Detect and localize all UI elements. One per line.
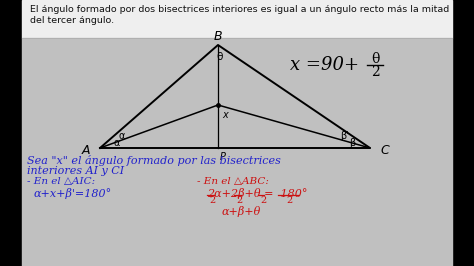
Text: 2α+2β+θ =  180°: 2α+2β+θ = 180° <box>207 188 308 199</box>
Text: El ángulo formado por dos bisectrices interiores es igual a un ángulo recto más : El ángulo formado por dos bisectrices in… <box>30 5 449 14</box>
Text: 2: 2 <box>286 196 292 205</box>
Text: β': β' <box>341 131 349 141</box>
Text: - En el △ABC:: - En el △ABC: <box>197 177 269 186</box>
Bar <box>452 0 474 266</box>
Text: 2: 2 <box>209 196 215 205</box>
Text: P: P <box>220 152 226 162</box>
Text: 2: 2 <box>236 196 242 205</box>
Text: Sea "x" el ángulo formado por las bisectrices: Sea "x" el ángulo formado por las bisect… <box>27 155 281 166</box>
Text: interiores AI y CI: interiores AI y CI <box>27 166 124 176</box>
Text: β: β <box>349 138 355 148</box>
Text: x =90+: x =90+ <box>290 56 359 74</box>
Bar <box>0 0 22 266</box>
Text: B: B <box>214 30 222 43</box>
Text: α+x+β'=180°: α+x+β'=180° <box>34 188 112 199</box>
Text: del tercer ángulo.: del tercer ángulo. <box>30 16 114 25</box>
Text: 2: 2 <box>260 196 266 205</box>
Text: α: α <box>114 138 120 148</box>
Text: α+β+θ: α+β+θ <box>222 206 261 217</box>
Text: C: C <box>380 143 389 156</box>
Text: I: I <box>217 88 219 98</box>
Text: x: x <box>222 110 228 120</box>
Text: α: α <box>119 131 125 141</box>
Text: - En el △AIC:: - En el △AIC: <box>27 177 95 186</box>
Bar <box>22 38 452 266</box>
Bar <box>22 0 452 38</box>
Text: A: A <box>82 143 90 156</box>
Text: θ: θ <box>371 52 379 66</box>
Text: 2: 2 <box>371 65 379 79</box>
Text: θ: θ <box>217 52 223 62</box>
